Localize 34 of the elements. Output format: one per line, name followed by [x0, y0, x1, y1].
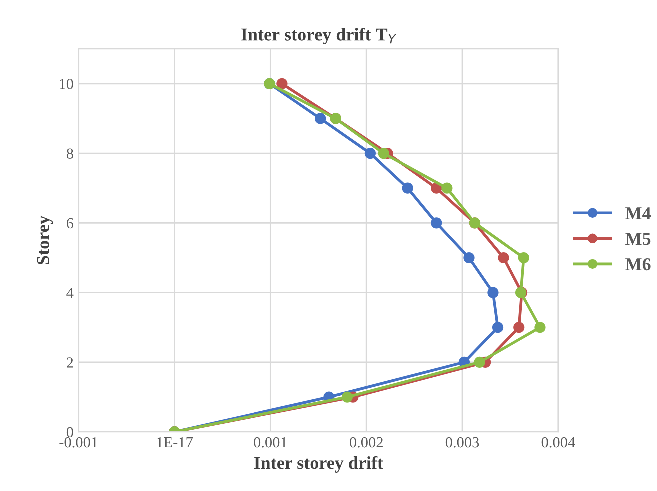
legend-label: M5 [626, 233, 651, 246]
x-tick-label: 0.001 [254, 437, 287, 448]
point [315, 113, 326, 124]
point [518, 252, 530, 264]
y-tick-label: 6 [66, 218, 74, 229]
x-tick-label: 0.003 [446, 437, 480, 448]
x-tick-label: 0.004 [542, 437, 576, 448]
point [364, 148, 376, 160]
y-tick-label: 8 [66, 148, 74, 159]
point [464, 252, 475, 264]
chart-title: Inter storey drift T$_{Y}$ [242, 28, 397, 45]
y-tick-label: 4 [66, 288, 74, 298]
x-tick-label: 0.002 [350, 437, 383, 448]
point [378, 148, 390, 160]
point [342, 392, 353, 403]
y-tick-label: 10 [60, 79, 74, 90]
point [442, 182, 453, 194]
y-axis-title: Storey [37, 216, 54, 265]
point [514, 322, 525, 334]
point [474, 356, 486, 368]
point [498, 252, 510, 264]
point [402, 182, 414, 194]
x-axis-title: Inter storey drift [254, 456, 384, 473]
legend-label: M6 [626, 258, 651, 271]
point [492, 322, 504, 334]
y-tick-label: 2 [67, 358, 74, 368]
point [276, 78, 288, 90]
point [488, 287, 499, 298]
x-tick-label: 1E-17 [157, 437, 193, 448]
point [431, 218, 442, 229]
point [534, 322, 546, 334]
legend-label: M4 [626, 208, 651, 220]
y-tick-label: 0 [66, 427, 74, 438]
x-tick-label: -0.001 [60, 437, 98, 448]
